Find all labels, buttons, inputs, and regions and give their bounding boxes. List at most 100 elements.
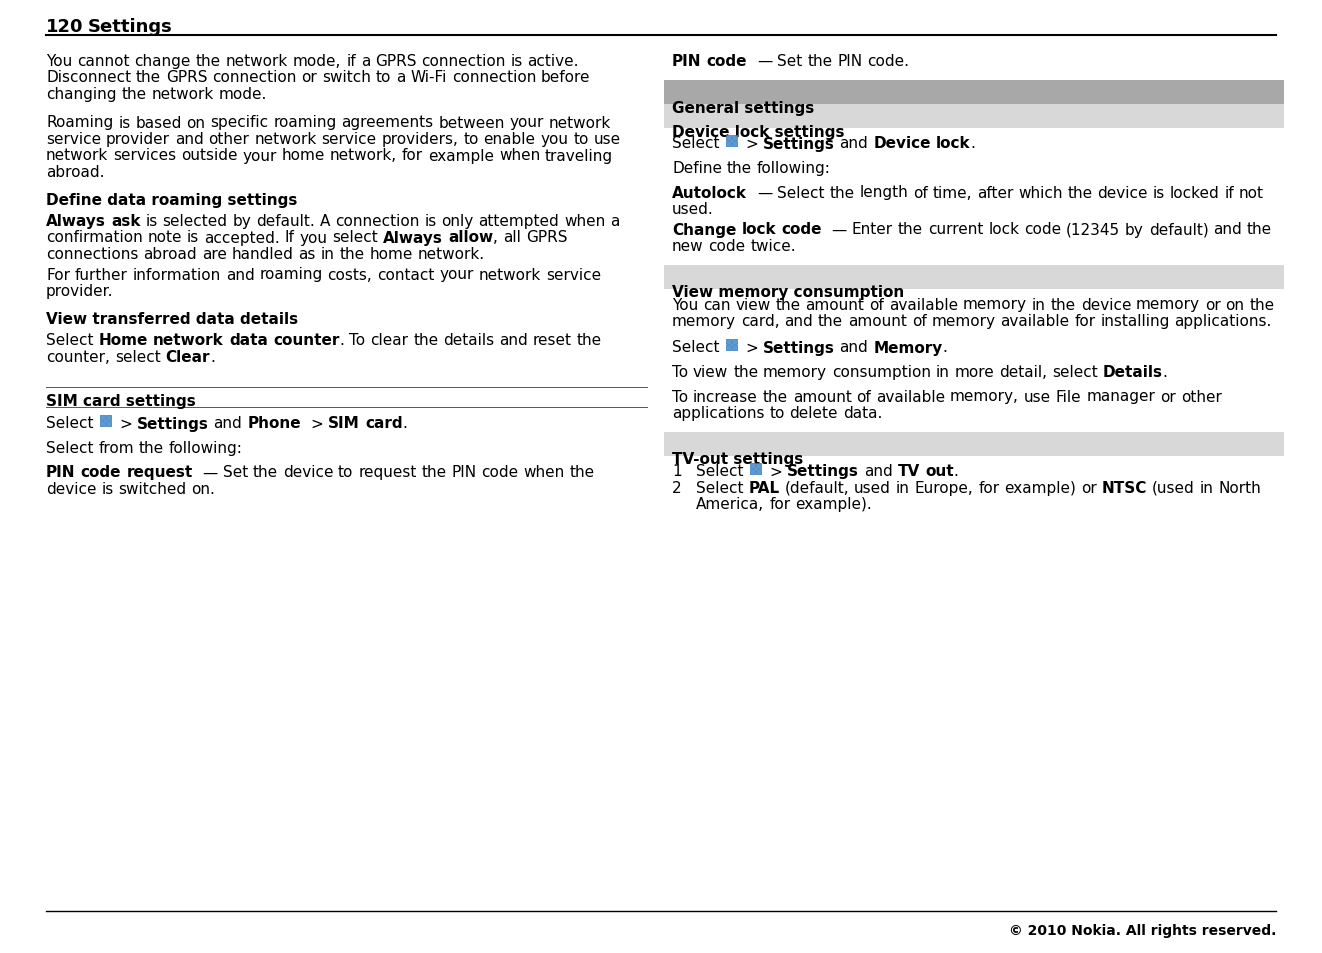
Text: available: available (888, 297, 958, 313)
Text: memory: memory (962, 297, 1027, 313)
Text: the: the (1247, 222, 1272, 237)
Text: Device lock settings: Device lock settings (672, 125, 845, 139)
Text: Settings: Settings (89, 18, 173, 36)
Text: the: the (139, 440, 164, 456)
Text: abroad: abroad (143, 247, 197, 262)
Text: SIM card settings: SIM card settings (46, 394, 196, 409)
Text: counter,: counter, (46, 349, 110, 364)
Bar (664, 265, 1284, 289)
Text: the: the (412, 333, 439, 348)
Text: TV: TV (898, 464, 920, 479)
Text: and: and (500, 333, 527, 348)
Text: as: as (299, 247, 316, 262)
Text: provider.: provider. (46, 284, 114, 298)
Text: traveling: traveling (545, 149, 613, 163)
Text: of: of (870, 297, 884, 313)
Bar (664, 432, 1284, 456)
Text: —: — (758, 54, 772, 69)
Text: >: > (746, 136, 758, 152)
Text: code: code (1025, 222, 1062, 237)
Text: your: your (510, 115, 545, 131)
Text: PIN: PIN (837, 54, 862, 69)
Text: and: and (839, 136, 869, 152)
Text: device: device (46, 481, 97, 497)
Text: Device: Device (874, 136, 931, 152)
Text: mode.: mode. (218, 87, 267, 102)
Text: to: to (769, 406, 785, 420)
Text: lock: lock (742, 222, 776, 237)
Text: confirmation: confirmation (46, 231, 143, 245)
Text: network,: network, (330, 149, 397, 163)
FancyBboxPatch shape (100, 416, 104, 420)
Text: the: the (808, 54, 833, 69)
Text: General settings: General settings (672, 100, 814, 115)
Text: accepted.: accepted. (204, 231, 280, 245)
Text: Set: Set (777, 54, 802, 69)
Text: used.: used. (672, 202, 714, 216)
Text: the: the (776, 297, 801, 313)
Text: amount: amount (805, 297, 865, 313)
Text: specific: specific (210, 115, 268, 131)
Text: PAL: PAL (748, 480, 780, 496)
Text: Set: Set (222, 465, 249, 480)
Text: the: the (829, 185, 854, 200)
Text: —: — (202, 465, 218, 480)
Text: note: note (148, 231, 182, 245)
Text: .: . (340, 333, 344, 348)
Text: .: . (970, 136, 976, 152)
Text: your: your (439, 267, 473, 282)
Text: to: to (338, 465, 353, 480)
Text: costs,: costs, (328, 267, 373, 282)
Text: is: is (145, 213, 157, 229)
Text: default.: default. (256, 213, 315, 229)
Text: details: details (443, 333, 494, 348)
Text: GPRS: GPRS (526, 231, 567, 245)
Text: the: the (196, 54, 221, 69)
Text: Enter: Enter (851, 222, 892, 237)
Text: NTSC: NTSC (1101, 480, 1147, 496)
Text: memory: memory (932, 314, 995, 329)
FancyBboxPatch shape (106, 422, 111, 427)
Text: out: out (925, 464, 953, 479)
Text: code: code (709, 239, 746, 253)
Text: in: in (936, 365, 949, 379)
Text: counter: counter (274, 333, 340, 348)
Text: service: service (46, 132, 100, 147)
Text: the: the (136, 71, 161, 86)
Text: Select: Select (672, 340, 719, 355)
Text: delete: delete (789, 406, 838, 420)
Text: —: — (756, 185, 772, 200)
Text: is: is (424, 213, 436, 229)
Text: To: To (672, 389, 689, 404)
Text: network.: network. (418, 247, 485, 262)
Text: network: network (479, 267, 541, 282)
Text: more: more (954, 365, 994, 379)
Text: lock: lock (936, 136, 970, 152)
FancyBboxPatch shape (732, 346, 736, 351)
Text: active.: active. (527, 54, 579, 69)
Text: card: card (365, 416, 403, 431)
Text: amount: amount (793, 389, 851, 404)
Text: .: . (1163, 365, 1167, 379)
Text: 2: 2 (672, 480, 682, 496)
Text: Home: Home (98, 333, 148, 348)
Text: you: you (541, 132, 568, 147)
Text: and: and (214, 416, 242, 431)
Text: and: and (1214, 222, 1241, 237)
Text: services: services (114, 149, 176, 163)
Text: by: by (1125, 222, 1144, 237)
FancyBboxPatch shape (750, 470, 755, 475)
Text: selected: selected (163, 213, 227, 229)
Text: switched: switched (119, 481, 186, 497)
Text: is: is (1153, 185, 1165, 200)
Text: .: . (953, 464, 958, 479)
Text: Select: Select (46, 440, 94, 456)
Text: agreements: agreements (341, 115, 434, 131)
Text: other: other (209, 132, 250, 147)
Text: Phone: Phone (247, 416, 301, 431)
Text: outside: outside (181, 149, 238, 163)
Text: network: network (549, 115, 611, 131)
FancyBboxPatch shape (726, 136, 731, 141)
Text: the: the (1051, 297, 1076, 313)
Text: if: if (1224, 185, 1235, 200)
